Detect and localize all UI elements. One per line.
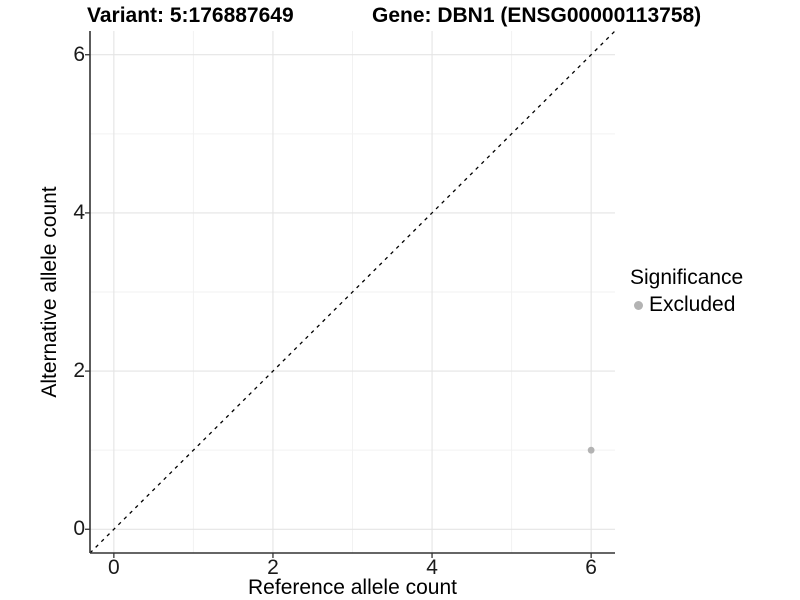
x-axis-title: Reference allele count bbox=[248, 576, 457, 599]
legend-title: Significance bbox=[630, 266, 744, 289]
legend-key-dot-icon bbox=[634, 300, 643, 310]
legend: Significance Excluded bbox=[628, 266, 743, 317]
data-point bbox=[587, 446, 595, 454]
identity-reference-line bbox=[89, 30, 616, 554]
y-tick-label: 2 bbox=[73, 359, 85, 383]
x-tick-label: 4 bbox=[426, 556, 438, 579]
legend-entry-label: Excluded bbox=[649, 293, 736, 316]
y-tick-label: 0 bbox=[73, 517, 85, 541]
y-tick-label: 4 bbox=[73, 200, 85, 224]
y-axis-title: Alternative allele count bbox=[38, 186, 61, 398]
x-tick-label: 2 bbox=[267, 556, 279, 579]
plot-title-gene: Gene: DBN1 (ENSG00000113758) bbox=[372, 4, 702, 27]
legend-entry-excluded: Excluded bbox=[628, 293, 743, 317]
y-tick-label: 6 bbox=[73, 42, 85, 66]
x-tick-label: 6 bbox=[585, 556, 597, 579]
plot-title-variant: Variant: 5:176887649 bbox=[87, 4, 294, 27]
x-tick-label: 0 bbox=[108, 556, 120, 579]
